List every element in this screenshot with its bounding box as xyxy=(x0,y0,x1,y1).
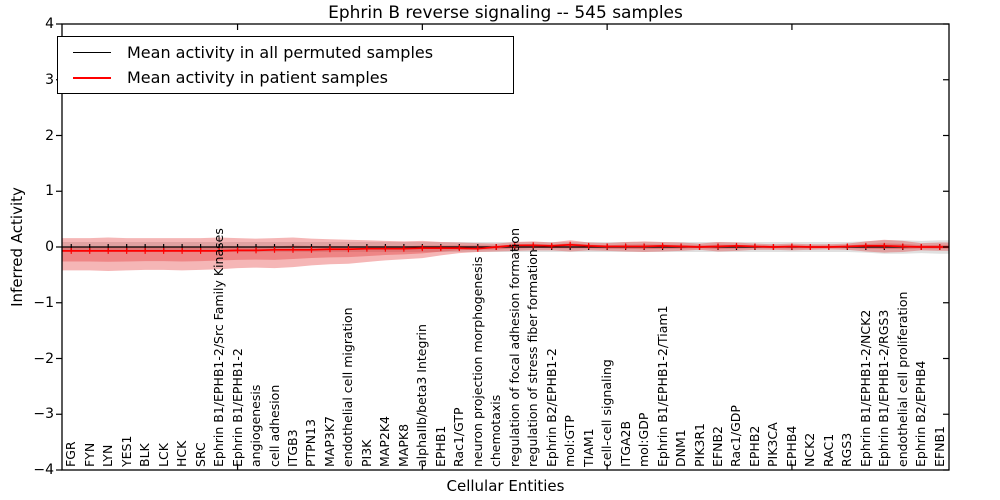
x-category-label: HCK xyxy=(174,440,190,467)
y-tick-label: 2 xyxy=(45,127,54,144)
x-category-label: FYN xyxy=(81,442,97,467)
x-category-label: MAPK8 xyxy=(395,423,411,467)
y-tick-label: −1 xyxy=(33,294,54,311)
x-category-label: Ephrin B1/EPHB1-2/NCK2 xyxy=(857,309,873,467)
x-category-label: alphaIIb/beta3 Integrin xyxy=(414,324,430,467)
x-category-label: Ephrin B1/EPHB1-2/Src Family Kinases xyxy=(211,228,227,467)
x-category-label: SRC xyxy=(192,442,208,467)
x-category-label: ITGB3 xyxy=(284,429,300,467)
x-category-label: endothelial cell proliferation xyxy=(894,291,910,467)
x-category-label: EFNB1 xyxy=(931,426,947,467)
x-category-label: mol:GTP xyxy=(562,415,578,467)
x-category-label: PTPN13 xyxy=(303,419,319,467)
x-category-label: Ephrin B2/EPHB1-2 xyxy=(543,348,559,467)
x-category-label: EFNB2 xyxy=(710,426,725,467)
x-category-label: EPHB4 xyxy=(783,425,799,467)
legend: Mean activity in all permuted samples Me… xyxy=(57,36,514,94)
x-category-label: chemotaxis xyxy=(488,394,504,467)
x-category-label: neuron projection morphogenesis xyxy=(469,256,485,467)
y-tick-label: −4 xyxy=(33,462,54,478)
patient-samples-spread-inner-band xyxy=(62,243,949,262)
patient-line-swatch xyxy=(73,76,111,79)
x-category-label: NCK2 xyxy=(802,432,818,467)
x-category-label: PIK3CA xyxy=(765,422,781,467)
y-tick-label: 1 xyxy=(45,183,54,200)
y-tick-label: −3 xyxy=(33,406,54,423)
x-axis-label: Cellular Entities xyxy=(446,477,565,495)
x-category-label: mol:GDP xyxy=(636,412,652,467)
x-category-label: LCK xyxy=(155,443,171,467)
y-tick-label: 3 xyxy=(45,71,54,88)
x-category-label: FGR xyxy=(63,441,79,467)
x-category-label: Ephrin B1/EPHB1-2/Tiam1 xyxy=(654,305,670,467)
x-category-label: angiogenesis xyxy=(248,384,264,467)
chart-title: Ephrin B reverse signaling -- 545 sample… xyxy=(328,3,683,23)
x-category-label: PI3K xyxy=(358,439,374,467)
patient-mean-line xyxy=(62,243,949,252)
x-category-label: Rac1/GDP xyxy=(728,405,744,467)
x-category-label: EPHB2 xyxy=(746,425,762,467)
legend-label: Mean activity in patient samples xyxy=(127,68,388,87)
y-tick-label: −2 xyxy=(33,350,54,367)
x-category-label: MAP3K7 xyxy=(321,416,337,467)
x-category-label: Ephrin B1/EPHB1-2 xyxy=(229,348,245,467)
x-category-label: RAC1 xyxy=(820,433,836,467)
y-tick-label: 4 xyxy=(45,16,54,32)
x-category-label: ITGA2B xyxy=(617,420,633,467)
x-category-label: MAP2K4 xyxy=(377,416,393,467)
x-category-label: cell adhesion xyxy=(266,384,282,467)
x-category-label: Ephrin B1/EPHB1-2/RGS3 xyxy=(876,309,892,467)
x-category-label: RGS3 xyxy=(839,432,855,467)
x-category-label: YES1 xyxy=(118,435,134,467)
x-category-label: regulation of stress fiber formation xyxy=(525,249,541,467)
legend-label: Mean activity in all permuted samples xyxy=(127,43,434,62)
x-category-label: endothelial cell migration xyxy=(340,307,356,467)
x-category-label: cell-cell signaling xyxy=(599,359,615,467)
permuted-line-swatch xyxy=(73,51,111,54)
legend-item-patient: Mean activity in patient samples xyxy=(58,65,513,90)
x-category-label: Ephrin B2/EPHB4 xyxy=(913,360,929,467)
x-category-label: LYN xyxy=(100,444,116,467)
x-category-label: Rac1/GTP xyxy=(451,407,467,467)
x-category-label: DNM1 xyxy=(673,429,689,467)
x-category-label: TIAM1 xyxy=(580,428,596,467)
y-tick-label: 0 xyxy=(45,239,54,255)
x-category-label: BLK xyxy=(137,443,153,467)
legend-item-permuted: Mean activity in all permuted samples xyxy=(58,40,513,65)
x-category-label: EPHB1 xyxy=(432,425,448,467)
x-category-label: PIK3R1 xyxy=(691,422,707,467)
x-category-label: regulation of focal adhesion formation xyxy=(506,228,522,467)
